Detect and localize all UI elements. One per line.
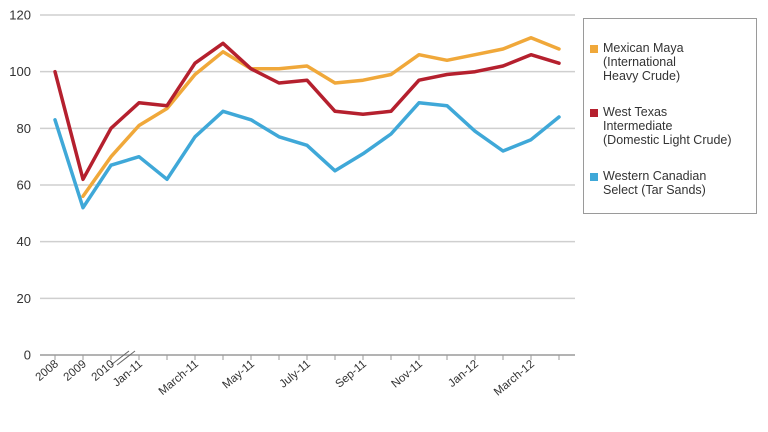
x-tick-label-13: Nov-11 (389, 358, 424, 390)
x-tick-label-1: 2009 (62, 358, 89, 384)
y-tick-label-40: 40 (17, 234, 31, 249)
y-tick-label-80: 80 (17, 121, 31, 136)
y-axis-ticks: 0 20 40 60 80 100 120 (9, 8, 31, 363)
x-tick-label-9: July-11 (277, 358, 312, 390)
x-tick-label-7: May-11 (220, 358, 256, 391)
axis-break-mark (110, 350, 130, 366)
legend-label-west-texas: West Texas Intermediate (Domestic Light … (603, 105, 732, 147)
gridlines (40, 14, 575, 300)
legend-swatch-west-texas (590, 109, 598, 117)
x-tick-label-0: 2008 (34, 358, 61, 384)
x-tick-label-5: March-11 (157, 358, 201, 398)
axis-break-mark (116, 350, 136, 366)
y-tick-label-0: 0 (24, 348, 31, 363)
y-tick-label-60: 60 (17, 178, 31, 193)
legend-label-western-canadian: Western Canadian Select (Tar Sands) (603, 169, 707, 197)
x-tick-label-15: Jan-12 (446, 358, 481, 390)
legend-swatch-mexican-maya (590, 45, 598, 53)
axes (40, 350, 575, 366)
x-tick-label-3: Jan-11 (111, 358, 145, 389)
series-line-0 (81, 35, 561, 199)
y-tick-label-100: 100 (9, 64, 31, 79)
legend-label-mexican-maya: Mexican Maya (International Heavy Crude) (603, 41, 684, 83)
x-tick-label-17: March-12 (492, 358, 537, 398)
series-line-1 (53, 41, 561, 182)
series-line-2 (53, 101, 561, 210)
legend: Mexican Maya (International Heavy Crude)… (583, 18, 757, 214)
series-lines (53, 35, 561, 210)
y-tick-label-120: 120 (9, 8, 31, 23)
x-tick-label-11: Sep-11 (333, 358, 368, 390)
legend-swatch-western-canadian (590, 173, 598, 181)
y-tick-label-20: 20 (17, 291, 31, 306)
